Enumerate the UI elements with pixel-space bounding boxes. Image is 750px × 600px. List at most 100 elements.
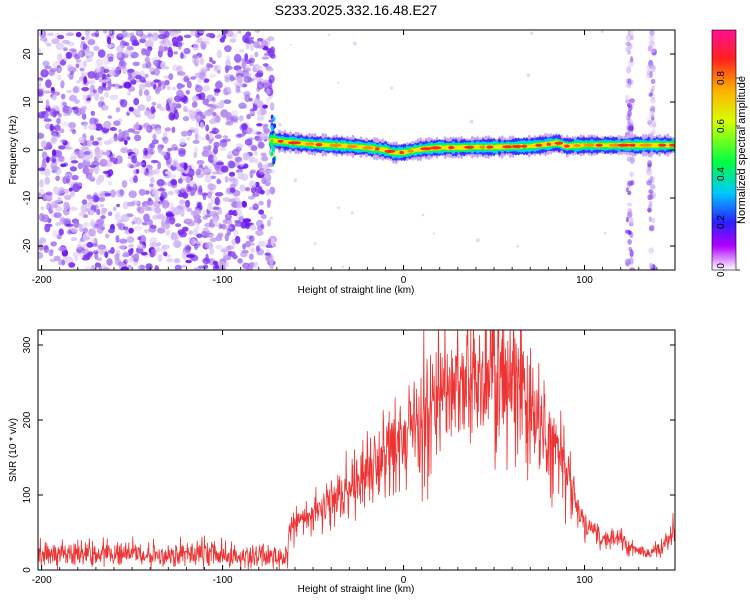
noise-cell (180, 130, 188, 137)
noise-cell (178, 178, 183, 184)
noise-cell (194, 243, 198, 251)
noise-cell (162, 136, 169, 144)
noise-cell (198, 72, 205, 80)
signal-peak (420, 147, 432, 151)
signal-peak (399, 150, 404, 155)
noise-cell (118, 129, 122, 134)
noise-cell (268, 257, 274, 266)
colorbar-gradient (712, 30, 736, 270)
noise-cell (202, 209, 207, 217)
noise-cell (105, 149, 110, 157)
noise-cell (38, 132, 45, 139)
noise-cell (112, 206, 117, 211)
noise-cell (83, 76, 88, 85)
noise-cell (260, 40, 268, 47)
noise-cell (132, 39, 139, 44)
noise-cell (196, 134, 201, 140)
noise-cell (256, 114, 265, 122)
noise-cell (75, 31, 82, 38)
x-tick-label: 0 (401, 275, 407, 286)
noise-cell (43, 90, 51, 94)
noise-cell (143, 229, 151, 234)
noise-cell (212, 111, 217, 116)
noise-cell (54, 124, 61, 132)
noise-cell (69, 71, 75, 75)
noise-cell (214, 196, 220, 206)
noise-cell (139, 241, 144, 245)
noise-cell (249, 242, 255, 246)
noise-cell (126, 236, 135, 244)
noise-cell (141, 167, 146, 175)
noise-cell (103, 30, 108, 34)
noise-cell (148, 36, 157, 43)
noise-cell (262, 124, 268, 133)
noise-cell (69, 166, 77, 172)
stripe-cell (647, 160, 653, 168)
noise-cell (94, 166, 99, 175)
noise-cell (185, 89, 190, 95)
noise-cell (141, 221, 149, 226)
noise-cell (174, 30, 179, 38)
noise-cell (124, 49, 133, 56)
signal-peak (502, 145, 513, 149)
stripe-cell (626, 211, 633, 219)
noise-cell (198, 30, 205, 34)
noise-cell (175, 103, 182, 109)
noise-cell (229, 187, 236, 193)
noise-cell (228, 160, 236, 169)
noise-cell (144, 80, 153, 88)
noise-cell (76, 244, 83, 250)
noise-cell (173, 51, 178, 55)
noise-cell (46, 201, 50, 210)
noise-cell (128, 71, 132, 80)
noise-cell (196, 160, 205, 165)
x-tick-label: 100 (576, 275, 593, 286)
noise-cell (83, 151, 91, 156)
stripe-cell (629, 34, 635, 41)
x-tick-label: -200 (32, 275, 52, 286)
noise-cell (237, 258, 243, 264)
noise-cell (172, 159, 179, 168)
noise-cell (61, 259, 66, 266)
noise-cell (202, 215, 209, 220)
noise-cell (229, 176, 237, 184)
noise-cell (237, 30, 242, 34)
noise-cell (188, 109, 196, 119)
noise-cell (50, 137, 58, 143)
noise-cell (95, 151, 103, 159)
noise-cell (254, 51, 259, 58)
noise-cell (85, 30, 90, 37)
noise-cell (160, 144, 165, 149)
noise-cell (180, 187, 187, 193)
noise-cell (243, 76, 252, 83)
noise-cell (261, 104, 268, 109)
noise-cell (157, 227, 166, 234)
noise-cell (196, 233, 203, 239)
noise-cell (249, 224, 257, 231)
noise-cell (65, 173, 73, 179)
signal-peak (511, 144, 523, 149)
noise-cell (144, 203, 149, 212)
noise-cell (133, 97, 140, 106)
noise-cell (246, 266, 254, 270)
noise-cell (242, 243, 247, 250)
noise-cell (149, 252, 155, 258)
noise-cell (222, 135, 229, 139)
x-tick-label: -200 (32, 575, 52, 586)
noise-cell (46, 141, 52, 147)
stripe-cell (629, 79, 634, 85)
noise-cell (70, 237, 78, 242)
noise-cell (137, 236, 142, 240)
noise-cell (137, 104, 146, 111)
noise-cell (260, 224, 265, 229)
noise-cell (41, 214, 50, 223)
signal-onset-cell (270, 125, 274, 131)
noise-cell (195, 223, 200, 231)
noise-cell (248, 156, 256, 163)
noise-cell (116, 67, 124, 71)
signal-peak (595, 143, 603, 147)
noise-cell (145, 61, 152, 69)
noise-cell (82, 214, 89, 219)
noise-cell (165, 66, 169, 70)
